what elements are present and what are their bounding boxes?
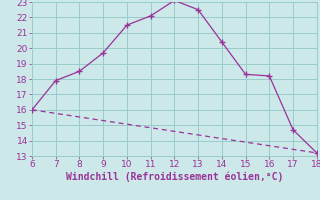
X-axis label: Windchill (Refroidissement éolien,°C): Windchill (Refroidissement éolien,°C): [66, 172, 283, 182]
